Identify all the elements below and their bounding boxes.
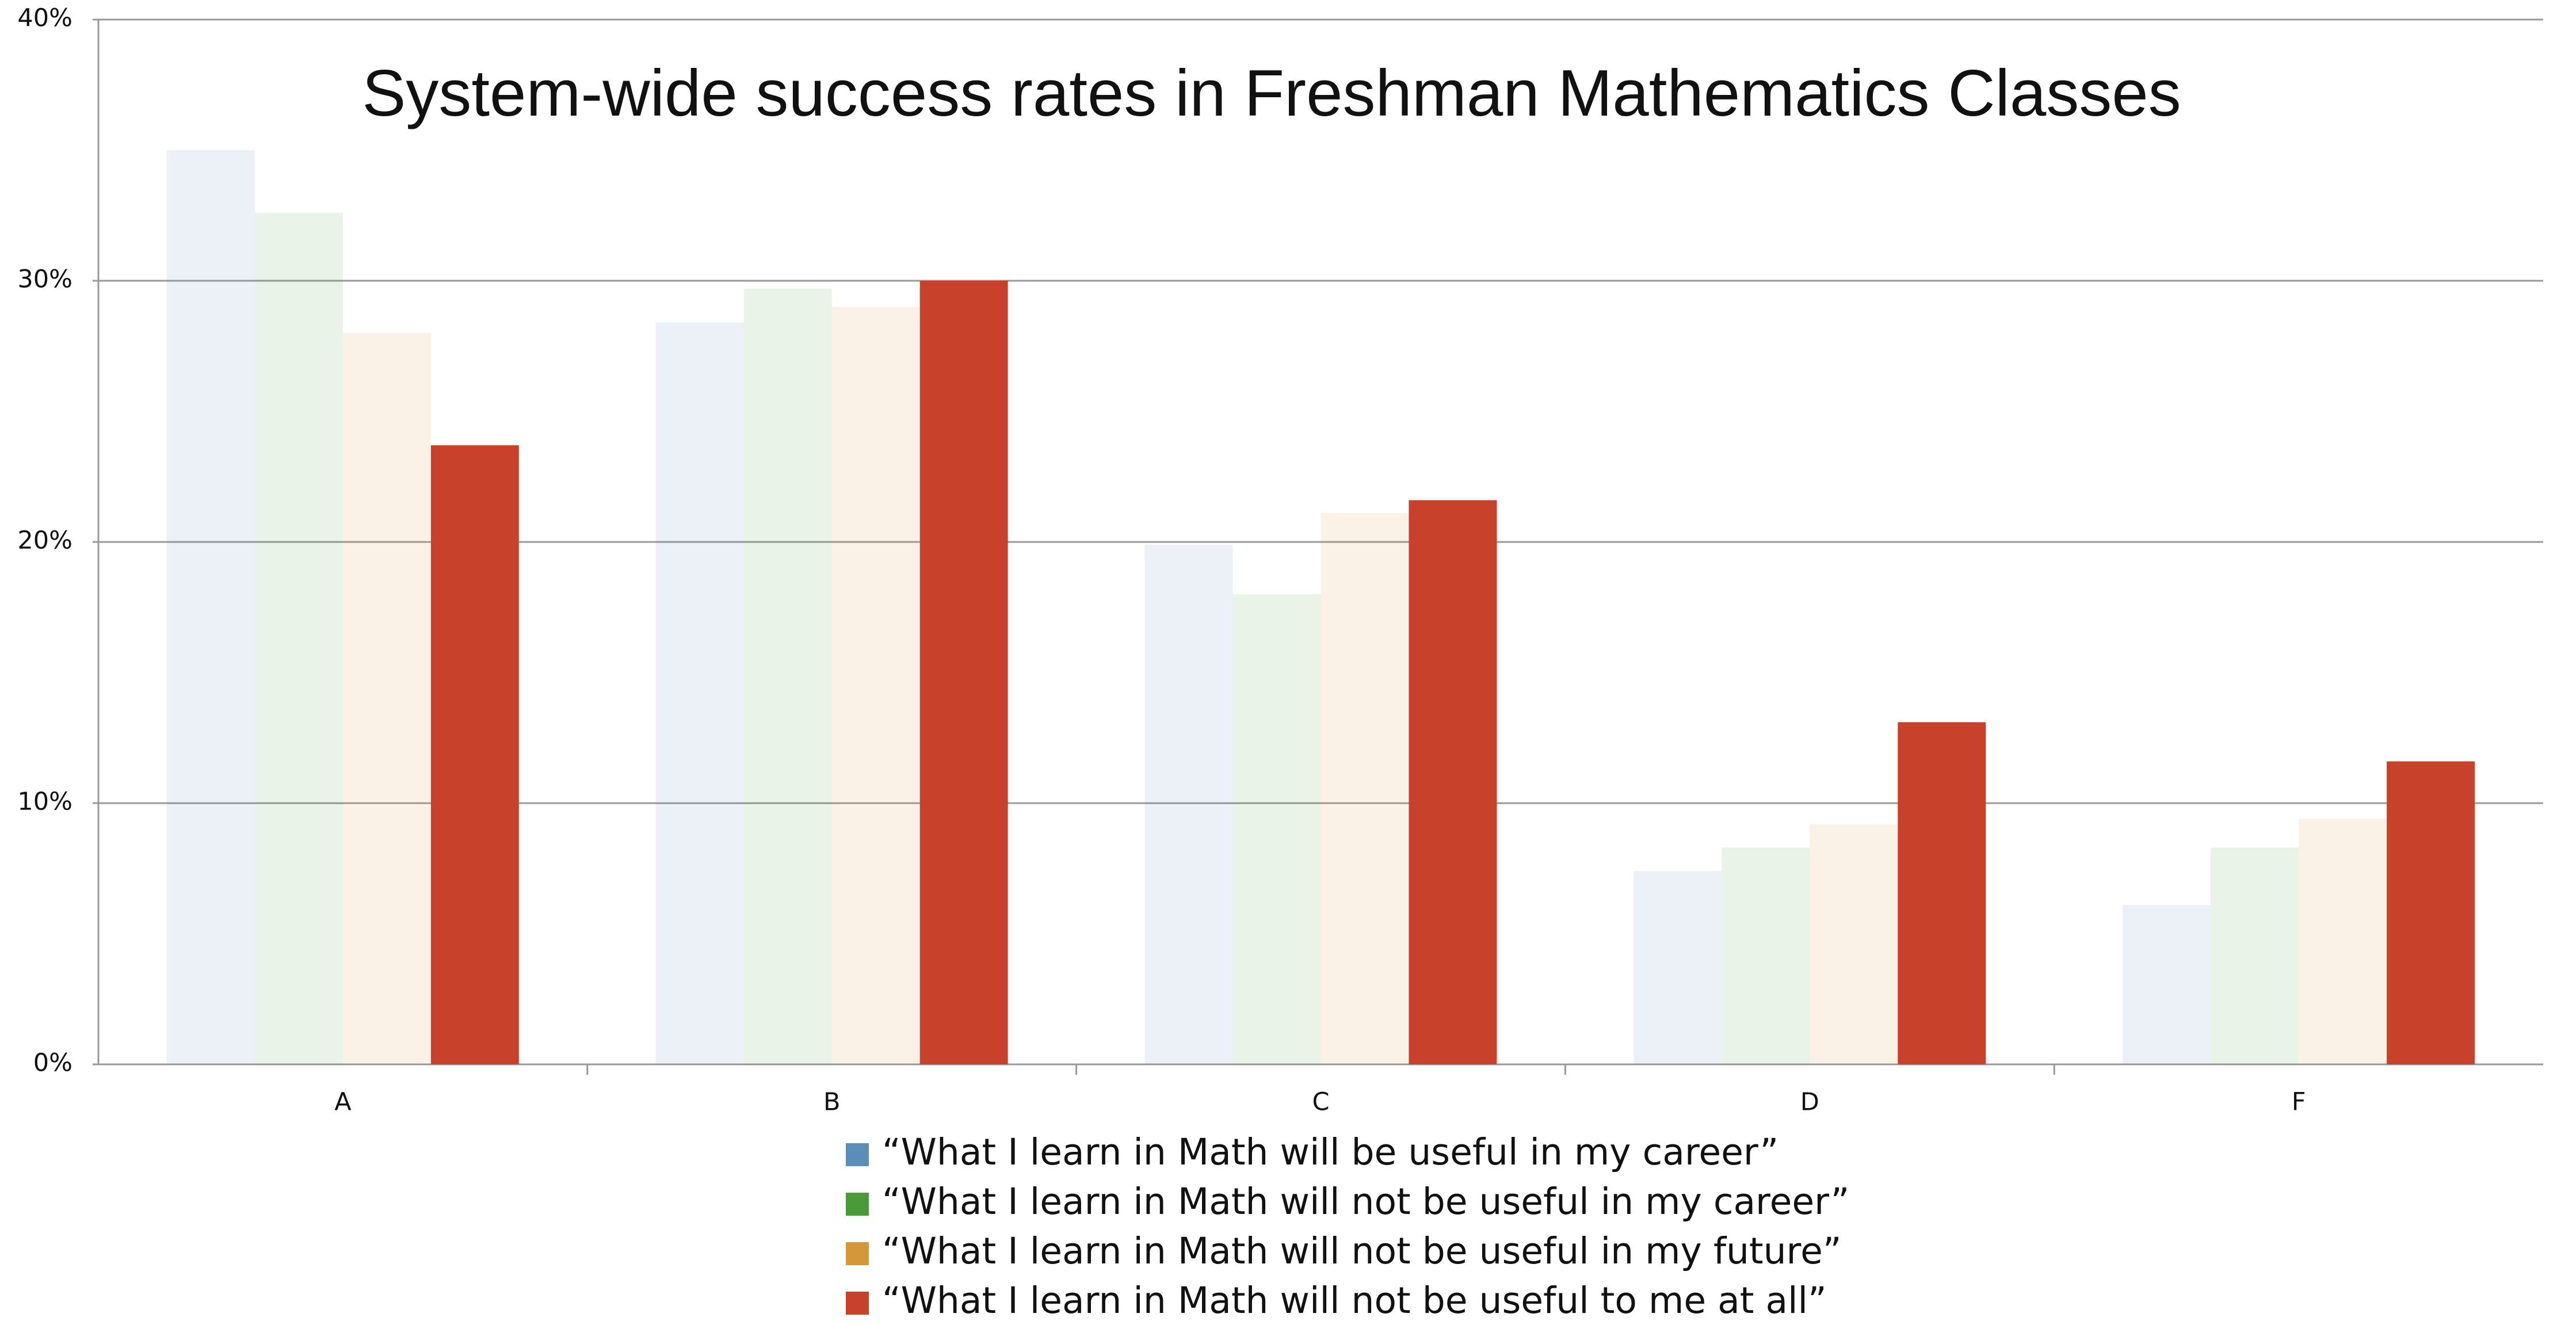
- bar: [919, 281, 1008, 1064]
- x-tick-label: D: [1800, 1088, 1819, 1117]
- x-tick-label: A: [334, 1088, 352, 1117]
- bar: [2299, 819, 2387, 1064]
- legend-label: “What I learn in Math will not be useful…: [882, 1230, 1841, 1272]
- legend-swatch: [846, 1292, 869, 1315]
- bar: [1722, 847, 1810, 1064]
- bar: [743, 288, 832, 1064]
- bar: [1634, 871, 1722, 1064]
- legend-label: “What I learn in Math will not be useful…: [882, 1181, 1849, 1223]
- bar: [2211, 847, 2299, 1064]
- bar: [1232, 594, 1321, 1064]
- bar: [254, 212, 343, 1065]
- bar: [1144, 544, 1233, 1064]
- bar: [166, 150, 255, 1064]
- x-tick-label: C: [1312, 1088, 1329, 1117]
- bar: [1321, 513, 1409, 1064]
- chart-title: System-wide success rates in Freshman Ma…: [362, 57, 2181, 130]
- legend-swatch: [846, 1242, 869, 1265]
- x-tick-label: B: [823, 1088, 841, 1117]
- bar: [1810, 824, 1898, 1064]
- legend-label: “What I learn in Math will be useful in …: [882, 1131, 1779, 1173]
- y-tick-label: 10%: [17, 788, 72, 816]
- legend-swatch: [846, 1193, 869, 1216]
- bar: [430, 445, 519, 1064]
- bar: [2387, 761, 2475, 1064]
- y-tick-label: 30%: [17, 265, 72, 294]
- bar: [1898, 722, 1986, 1064]
- legend-label: “What I learn in Math will not be useful…: [882, 1280, 1827, 1322]
- x-tick-label: F: [2292, 1088, 2306, 1117]
- bar: [831, 307, 920, 1064]
- y-tick-label: 20%: [17, 526, 72, 555]
- bar: [655, 322, 744, 1064]
- bar: [1409, 500, 1497, 1064]
- y-tick-label: 40%: [17, 4, 72, 33]
- bar: [342, 333, 431, 1064]
- y-tick-label: 0%: [33, 1049, 72, 1078]
- legend-swatch: [846, 1143, 869, 1166]
- bar: [2123, 905, 2211, 1064]
